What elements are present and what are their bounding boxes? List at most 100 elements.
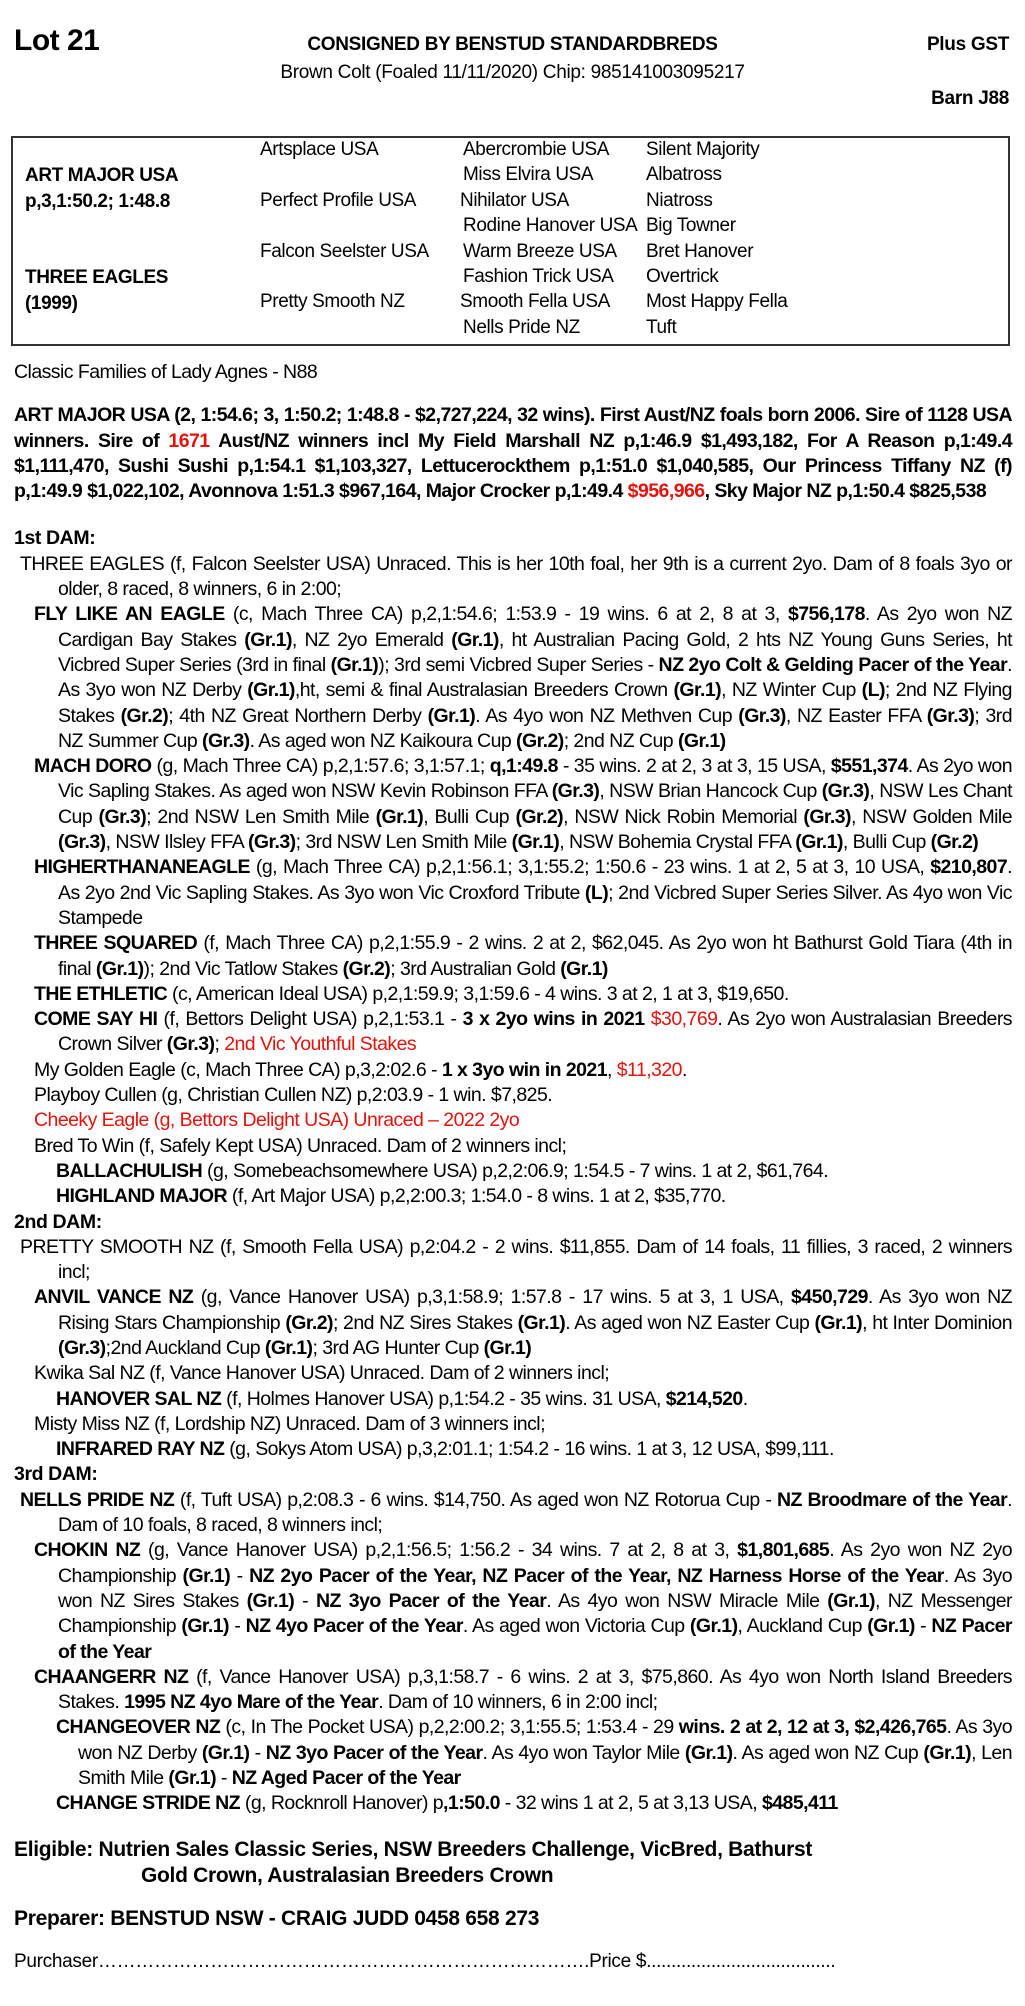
- lot-number: Lot 21: [14, 24, 100, 57]
- bold-text: (Gr.1): [451, 628, 499, 651]
- text-run: PRETTY SMOOTH NZ (f, Smooth Fella USA) p…: [20, 1235, 1013, 1284]
- text-run: , NZ 2yo Emerald: [291, 628, 452, 651]
- text-run: , Sky Major NZ p,1:50.4 $825,538: [704, 480, 987, 503]
- bold-text: ,1:50.0: [443, 1792, 500, 1815]
- bold-text: INFRARED RAY NZ: [56, 1438, 225, 1461]
- text-run: (g, Vance Hanover USA) p,3,1:58.9; 1:57.…: [193, 1286, 791, 1309]
- bold-text: FLY LIKE AN EAGLE: [34, 603, 225, 626]
- bold-text: (Gr.3): [821, 780, 870, 803]
- bold-text: COME SAY HI: [34, 1008, 158, 1031]
- progeny-entry: My Golden Eagle (c, Mach Three CA) p,3,2…: [0, 1058, 1012, 1083]
- pedigree-gen4: Overtrick: [646, 266, 719, 287]
- text-run: . As 4yo won NSW Miracle Mile: [546, 1589, 828, 1612]
- bold-text: q,1:49.8: [489, 755, 559, 778]
- pedigree-gen4: Most Happy Fella: [646, 291, 788, 313]
- progeny-entry: CHAANGERR NZ (f, Vance Hanover USA) p,3,…: [0, 1665, 1013, 1716]
- family-line: Classic Families of Lady Agnes - N88: [14, 361, 318, 383]
- text-run: -: [216, 1767, 232, 1790]
- text-run: ; 2nd NZ Cup: [563, 729, 678, 752]
- progeny-entry: Kwika Sal NZ (f, Vance Hanover USA) Unra…: [0, 1361, 1012, 1386]
- pedigree-gen4: Tuft: [646, 316, 677, 338]
- text-run: ; 3rd Australian Gold: [390, 957, 561, 980]
- text-run: Aust/NZ winners incl My Field Marshall N…: [14, 429, 1013, 503]
- bold-text: (Gr.1): [330, 653, 379, 676]
- text-run: (f, Tuft USA) p,2:08.3 - 6 wins. $14,750…: [174, 1488, 777, 1511]
- bold-text: (Gr.1): [511, 831, 560, 854]
- pedigree-gen4: Albatross: [646, 164, 722, 186]
- text-run: ; 4th NZ Great Northern Derby: [168, 704, 428, 727]
- text-run: . As aged won NZ Kaikoura Cup: [249, 729, 517, 752]
- progeny-entry: CHANGEOVER NZ (c, In The Pocket USA) p,2…: [0, 1715, 1013, 1791]
- pedigree-gen2: Pretty Smooth NZ: [260, 291, 405, 313]
- bold-text: (Gr.2): [516, 729, 564, 752]
- bold-text: 3 x 2yo wins in 2021: [462, 1008, 646, 1031]
- text-run: (g, Vance Hanover USA) p,2,1:56.5; 1:56.…: [140, 1539, 738, 1562]
- pedigree-gen3: Warm Breeze USA: [463, 240, 617, 262]
- pedigree-dam: THREE EAGLES: [25, 267, 168, 288]
- text-run: (f, Art Major USA) p,2,2:00.3; 1:54.0 - …: [227, 1185, 726, 1208]
- progeny-entry: Misty Miss NZ (f, Lordship NZ) Unraced. …: [0, 1412, 1012, 1437]
- bold-text: (L): [584, 881, 609, 904]
- pedigree-gen3: Fashion Trick USA: [463, 266, 614, 287]
- bold-text: (Gr.2): [930, 831, 979, 854]
- text-run: . As 3yo won NZ Rising Stars Championshi…: [58, 1286, 1013, 1334]
- text-run: (g, Sokys Atom USA) p,3,2:01.1; 1:54.2 -…: [224, 1438, 834, 1461]
- text-run: , NSW Nick Robin Memorial: [563, 805, 804, 828]
- text-run: . As 4yo won NZ Methven Cup: [475, 704, 739, 727]
- text-run: . Dam of 10 winners, 6 in 2:00 incl;: [378, 1691, 658, 1714]
- bold-text: CHANGE STRIDE NZ: [56, 1792, 241, 1815]
- text-run: . Dam of 10 foals, 8 raced, 8 winners in…: [58, 1488, 1013, 1537]
- highlight-text: 1671: [168, 429, 210, 452]
- bold-text: (Gr.1): [827, 1589, 875, 1612]
- dam-entry: PRETTY SMOOTH NZ (f, Smooth Fella USA) p…: [0, 1235, 1013, 1286]
- text-run: Kwika Sal NZ (f, Vance Hanover USA) Unra…: [34, 1362, 610, 1385]
- text-run: (g, Somebeachsomewhere USA) p,2,2:06.9; …: [202, 1159, 829, 1182]
- bold-text: 1995 NZ 4yo Mare of the Year: [124, 1691, 379, 1714]
- text-run: (g, Mach Three CA) p,2,1:57.6; 3,1:57.1;: [151, 755, 490, 778]
- bold-text: (Gr.1): [427, 704, 476, 727]
- text-run: -: [294, 1589, 316, 1612]
- eligibility: Eligible: Nutrien Sales Classic Series, …: [14, 1837, 1012, 1889]
- bold-text: HANOVER SAL NZ: [56, 1387, 222, 1410]
- text-run: , NZ Winter Cup: [721, 679, 862, 702]
- bold-text: (Gr.3): [58, 1336, 106, 1359]
- bold-text: (Gr.2): [285, 1311, 333, 1334]
- bold-text: CHANGEOVER NZ: [56, 1716, 221, 1739]
- progeny-entry: THREE SQUARED (f, Mach Three CA) p,2,1:5…: [0, 931, 1013, 982]
- text-run: ; 3rd NZ Summer Cup: [58, 704, 1013, 752]
- text-run: ; 3rd NSW Len Smith Mile: [295, 831, 512, 854]
- dam-heading: 3rd DAM:: [14, 1463, 98, 1486]
- progeny-entry: CHANGE STRIDE NZ (g, Rocknroll Hanover) …: [0, 1791, 1012, 1816]
- bold-text: (Gr.1): [244, 628, 292, 651]
- bold-text: (Gr.1): [483, 1336, 532, 1359]
- text-run: (g, Mach Three CA) p,2,1:56.1; 3,1:55.2;…: [250, 856, 931, 879]
- pedigree-gen2: Falcon Seelster USA: [260, 240, 429, 262]
- consignor: CONSIGNED BY BENSTUD STANDARDBREDS: [307, 34, 718, 55]
- pedigree-gen3: Smooth Fella USA: [460, 291, 610, 313]
- text-run: , ht Inter Dominion: [862, 1311, 1012, 1334]
- text-run: ; 2nd NZ Sires Stakes: [332, 1311, 518, 1334]
- bold-text: (Gr.1): [560, 957, 608, 980]
- bold-text: (Gr.1): [923, 1741, 972, 1764]
- progeny-entry: CHOKIN NZ (g, Vance Hanover USA) p,2,1:5…: [0, 1538, 1013, 1664]
- pedigree-gen3: Miss Elvira USA: [463, 164, 594, 186]
- bold-text: (Gr.1): [201, 1741, 250, 1764]
- progeny-entry: Cheeky Eagle (g, Bettors Delight USA) Un…: [0, 1108, 1012, 1133]
- text-run: ; 3rd AG Hunter Cup: [312, 1336, 484, 1359]
- text-run: (c, In The Pocket USA) p,2,2:00.2; 3,1:5…: [220, 1716, 679, 1739]
- text-run: (g, Rocknroll Hanover) p: [240, 1792, 444, 1815]
- text-run: , Auckland Cup: [737, 1615, 868, 1638]
- text-run: ); 3rd semi Vicbred Super Series -: [378, 653, 659, 676]
- text-run: , Bulli Cup: [423, 805, 516, 828]
- bold-text: NZ 3yo Pacer of the Year: [265, 1741, 483, 1764]
- highlight-text: $11,320: [616, 1058, 683, 1081]
- text-run: Playboy Cullen (g, Christian Cullen NZ) …: [34, 1084, 553, 1107]
- pedigree-gen4: Big Towner: [646, 215, 736, 237]
- pedigree-gen4: Niatross: [646, 189, 713, 211]
- bold-text: NZ Aged Pacer of the Year: [231, 1767, 462, 1790]
- progeny-entry: HANOVER SAL NZ (f, Holmes Hanover USA) p…: [0, 1387, 1012, 1412]
- sire-paragraph: ART MAJOR USA (2, 1:54.6; 3, 1:50.2; 1:4…: [14, 403, 1013, 504]
- text-run: . As 2yo won Vic Sapling Stakes. As aged…: [58, 755, 1013, 803]
- text-run: -: [229, 1615, 246, 1638]
- progeny-entry: HIGHLAND MAJOR (f, Art Major USA) p,2,2:…: [0, 1184, 1012, 1209]
